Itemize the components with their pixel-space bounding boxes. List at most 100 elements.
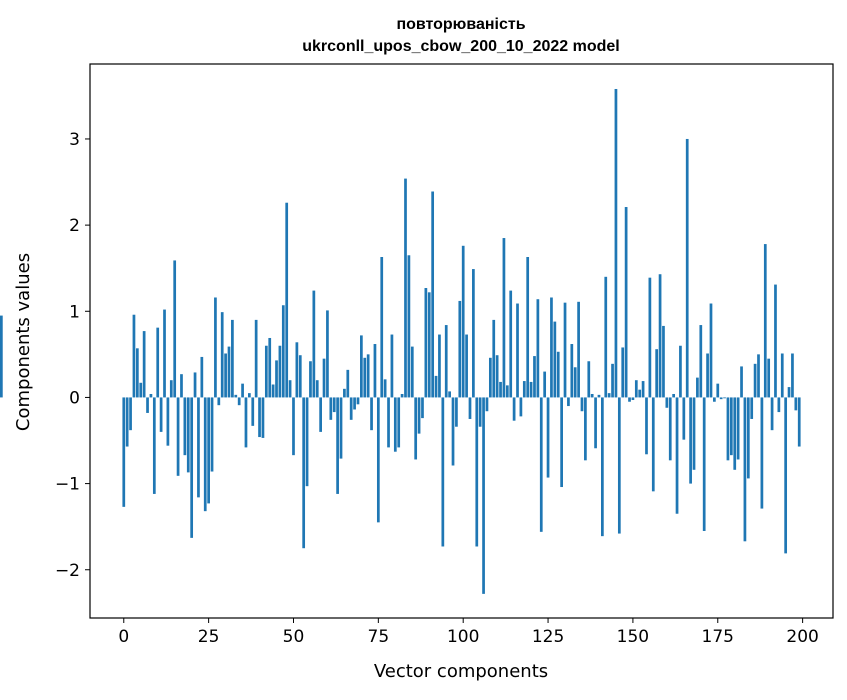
y-tick-label: −2 — [55, 561, 80, 581]
bar — [648, 277, 652, 398]
x-tick-label: 75 — [368, 627, 390, 647]
bar — [516, 303, 519, 398]
bar — [658, 274, 662, 398]
bar — [472, 269, 475, 398]
bar — [539, 397, 543, 532]
plot-frame — [89, 63, 834, 619]
bar — [560, 397, 563, 488]
bar — [777, 397, 781, 413]
x-tick-label: 0 — [118, 627, 129, 647]
bar — [197, 397, 200, 498]
bar — [448, 391, 451, 398]
bar — [438, 334, 441, 398]
bar — [651, 397, 655, 492]
bar — [685, 138, 689, 398]
bar — [183, 397, 187, 456]
bar — [393, 397, 397, 452]
bar — [492, 319, 496, 398]
bar — [641, 381, 645, 398]
bar — [298, 355, 302, 398]
bar — [360, 335, 363, 398]
bar — [434, 375, 438, 398]
bar — [753, 363, 757, 398]
bar — [482, 397, 485, 594]
bar — [190, 397, 194, 538]
bar — [281, 305, 285, 398]
bar — [468, 397, 472, 419]
bar — [621, 347, 625, 398]
bar — [767, 358, 771, 398]
bar — [601, 397, 604, 537]
bar — [702, 397, 706, 531]
bar — [533, 356, 536, 398]
bar — [611, 363, 614, 398]
bar — [146, 397, 149, 413]
bar — [570, 344, 574, 398]
bar — [550, 297, 553, 398]
bar — [797, 397, 801, 447]
bar — [692, 397, 696, 470]
x-ticks-group: 0 25 50 75 100 125 150 175 200 — [118, 618, 819, 647]
bar — [536, 299, 540, 398]
y-axis-label: Components values — [13, 253, 34, 431]
bar — [444, 325, 448, 398]
bar — [387, 397, 390, 448]
bar — [278, 345, 282, 398]
bar — [336, 397, 339, 494]
bar — [292, 397, 295, 456]
bar — [414, 397, 418, 460]
bar — [227, 346, 231, 398]
bar — [193, 372, 197, 398]
bar — [339, 397, 343, 459]
bar — [675, 397, 679, 514]
bar — [740, 366, 743, 398]
bar — [451, 397, 455, 466]
bar — [380, 257, 384, 398]
bar — [590, 393, 594, 398]
x-axis-label: Vector components — [374, 661, 548, 682]
bar — [638, 389, 642, 398]
bar — [709, 303, 713, 398]
bar — [488, 357, 492, 398]
bar — [424, 288, 428, 398]
bar — [655, 349, 659, 398]
bar — [689, 397, 692, 484]
bar — [713, 397, 716, 402]
bar — [427, 292, 431, 398]
bar — [499, 381, 502, 398]
bar — [485, 397, 489, 412]
bar — [770, 397, 774, 431]
bar — [475, 397, 479, 547]
chart-title-line2: ukrconll_upos_cbow_200_10_2022 model — [302, 38, 619, 55]
x-tick-label: 150 — [617, 627, 649, 647]
y-ticks-group: −2 −1 0 1 2 3 — [55, 130, 90, 581]
bar — [400, 393, 404, 398]
bar — [217, 397, 221, 406]
bar — [234, 394, 238, 398]
bar — [220, 312, 224, 398]
bar — [726, 397, 730, 461]
bar — [614, 88, 618, 398]
bar — [329, 397, 333, 420]
bar — [363, 357, 367, 398]
bar — [505, 385, 509, 398]
bar — [214, 297, 217, 398]
y-tick-label: 3 — [69, 130, 80, 150]
bar — [312, 290, 316, 398]
bar — [332, 397, 336, 413]
bar — [478, 397, 482, 427]
bar — [302, 397, 306, 549]
bar — [309, 361, 312, 398]
bar — [305, 397, 309, 487]
bar — [594, 397, 597, 449]
bar — [587, 361, 591, 398]
bar — [176, 397, 180, 476]
bar — [390, 334, 394, 398]
bar — [248, 393, 251, 398]
bar — [407, 255, 411, 398]
bar — [679, 345, 682, 398]
bar — [495, 355, 499, 398]
bar — [723, 397, 726, 399]
bar — [288, 380, 292, 398]
